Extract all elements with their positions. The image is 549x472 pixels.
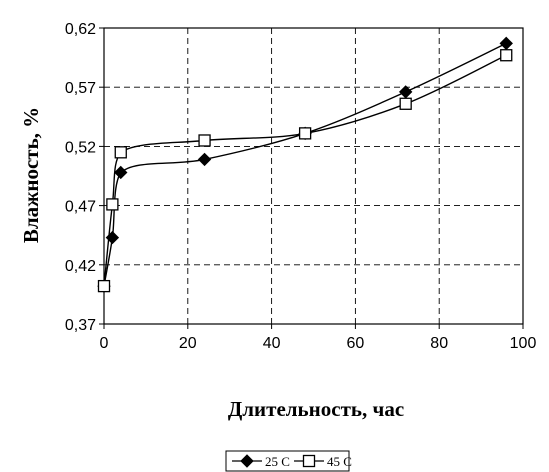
data-point (105, 230, 120, 245)
legend-marker (302, 454, 316, 468)
data-point (500, 49, 513, 62)
series-markers (97, 36, 513, 293)
legend-label: 25 C (265, 454, 290, 469)
x-tick-label: 100 (510, 335, 537, 352)
series-line-1 (103, 54, 507, 287)
legend-marker (240, 454, 254, 468)
data-point (106, 198, 119, 211)
x-axis: 0 20 40 60 80 100 (100, 324, 537, 352)
y-tick-label: 0,47 (65, 199, 96, 216)
data-point (198, 134, 211, 147)
legend: 25 C 45 C (225, 450, 352, 472)
plot-area (103, 27, 524, 325)
x-tick-label: 60 (347, 335, 365, 352)
y-tick-label: 0,52 (65, 139, 96, 156)
series-lines (103, 42, 507, 287)
y-tick-label: 0,37 (65, 317, 96, 334)
data-point (197, 152, 212, 167)
data-point (114, 165, 128, 180)
data-point (399, 97, 412, 110)
y-tick-label: 0,62 (65, 21, 96, 38)
y-tick-label: 0,42 (65, 258, 96, 275)
y-tick-label: 0,57 (65, 80, 96, 97)
data-point (97, 279, 111, 293)
x-tick-label: 0 (100, 335, 109, 352)
data-point (398, 85, 413, 99)
grid-lines (104, 28, 523, 324)
legend-box (225, 450, 350, 472)
data-point (298, 127, 312, 140)
x-tick-label: 80 (430, 335, 448, 352)
x-axis-title: Длительность, час (228, 397, 404, 421)
data-point (114, 146, 127, 159)
legend-label: 45 C (327, 454, 352, 469)
x-tick-label: 20 (179, 335, 197, 352)
series-line-0 (103, 42, 507, 287)
y-axis: 0,37 0,42 0,47 0,52 0,57 0,62 (65, 21, 104, 334)
x-tick-label: 40 (263, 335, 281, 352)
y-axis-title: Влажность, % (19, 107, 43, 243)
data-point (499, 36, 513, 51)
